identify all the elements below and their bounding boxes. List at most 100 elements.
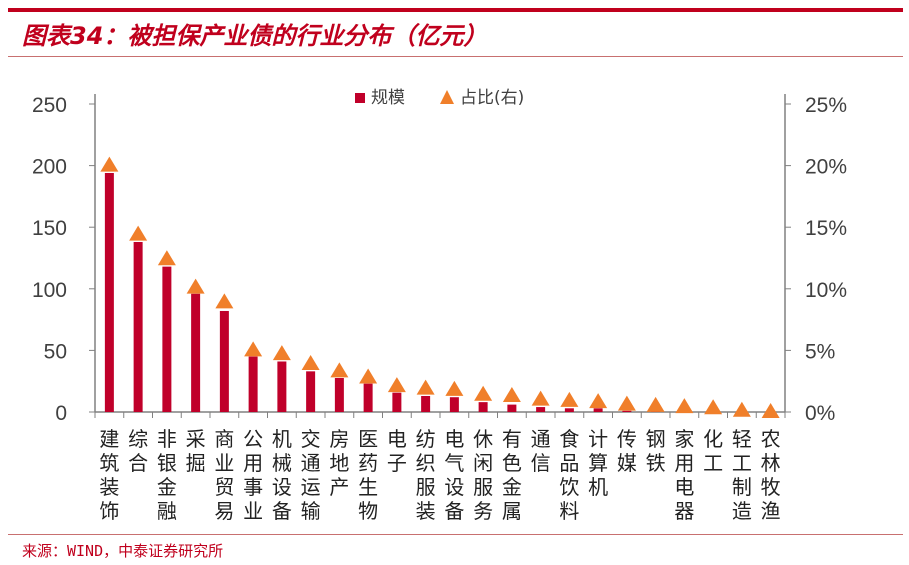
share-marker-钢铁 <box>646 396 665 412</box>
share-marker-轻工制造 <box>732 401 751 417</box>
x-category-label: 品 <box>559 451 579 475</box>
source-divider <box>8 534 903 535</box>
bar-交通运输 <box>306 371 316 412</box>
x-category-label: 牧 <box>761 475 781 499</box>
left-tick-label: 150 <box>32 217 67 240</box>
x-category-label: 采 <box>186 427 206 451</box>
x-category-label: 用 <box>243 451 263 475</box>
x-category-label: 纺 <box>416 427 436 451</box>
x-category-label: 电 <box>674 475 694 499</box>
x-category-label: 制 <box>732 475 752 499</box>
bar-非银金融 <box>162 266 172 412</box>
share-marker-机械设备 <box>272 345 291 361</box>
share-marker-计算机 <box>589 393 608 409</box>
x-category-label: 机 <box>588 475 608 499</box>
legend-swatch-share <box>440 90 454 104</box>
x-category-label: 有 <box>502 427 522 451</box>
x-category-label: 综 <box>128 427 148 451</box>
x-category-label: 融 <box>157 499 177 523</box>
x-category-label: 贸 <box>214 475 234 499</box>
x-category-label: 林 <box>761 451 781 475</box>
right-tick-label: 10% <box>805 279 847 302</box>
x-category-label: 机 <box>272 427 292 451</box>
bar-公用事业 <box>248 356 258 412</box>
share-marker-化工 <box>704 399 723 415</box>
bar-纺织服装 <box>421 395 431 412</box>
x-category-label: 服 <box>473 475 493 499</box>
share-marker-电子 <box>387 377 406 393</box>
x-category-label: 业 <box>214 451 234 475</box>
x-category-label: 饮 <box>559 475 579 499</box>
right-tick-label: 0% <box>805 402 835 425</box>
x-category-label: 休 <box>473 427 493 451</box>
x-category-label: 电 <box>444 427 464 451</box>
x-category-label: 事 <box>243 475 263 499</box>
x-category-label: 信 <box>531 451 551 475</box>
x-category-label: 饰 <box>99 499 119 523</box>
legend-label-scale: 规模 <box>371 88 405 108</box>
share-marker-采掘 <box>186 278 205 294</box>
share-marker-非银金融 <box>157 250 176 266</box>
share-marker-农林牧渔 <box>761 403 780 418</box>
bar-综合 <box>133 241 143 412</box>
x-category-label: 地 <box>329 451 349 475</box>
x-category-label: 业 <box>243 499 263 523</box>
x-category-label: 算 <box>588 451 608 475</box>
x-category-label: 交 <box>301 427 321 451</box>
x-category-label: 物 <box>358 499 378 523</box>
x-category-label: 闲 <box>473 451 493 475</box>
x-category-label: 医 <box>358 427 378 451</box>
share-marker-电气设备 <box>445 380 464 396</box>
x-category-label: 掘 <box>186 451 206 475</box>
x-category-label: 电 <box>387 427 407 451</box>
bar-食品饮料 <box>564 408 574 412</box>
x-category-label: 渔 <box>761 499 781 523</box>
x-category-label: 金 <box>157 475 177 499</box>
bar-建筑装饰 <box>104 172 114 412</box>
bar-通信 <box>536 407 546 412</box>
right-tick-label: 25% <box>805 94 847 117</box>
share-marker-传媒 <box>617 395 636 411</box>
share-marker-通信 <box>531 390 550 406</box>
share-marker-食品饮料 <box>560 391 579 407</box>
x-category-label: 械 <box>272 451 292 475</box>
left-tick-label: 0 <box>55 402 67 425</box>
x-category-label: 气 <box>444 451 464 475</box>
x-category-label: 非 <box>157 427 177 451</box>
share-marker-医药生物 <box>359 368 378 384</box>
bar-休闲服务 <box>478 402 488 412</box>
x-category-label: 备 <box>444 499 464 523</box>
chart-title: 图表34：被担保产业债的行业分布（亿元） <box>22 22 488 50</box>
legend-label-share: 占比(右) <box>460 88 524 108</box>
x-category-label: 药 <box>358 451 378 475</box>
x-category-label: 计 <box>588 427 608 451</box>
x-category-label: 装 <box>416 499 436 523</box>
x-category-label: 工 <box>703 451 723 475</box>
x-category-label: 铁 <box>646 451 666 475</box>
share-marker-纺织服装 <box>416 379 435 395</box>
x-category-label: 产 <box>329 475 349 499</box>
share-marker-有色金属 <box>502 386 521 402</box>
bar-房地产 <box>334 377 344 412</box>
x-category-label: 通 <box>531 427 551 451</box>
x-category-label: 造 <box>732 499 752 523</box>
x-category-label: 化 <box>703 427 723 451</box>
x-category-label: 子 <box>387 451 407 475</box>
x-category-label: 服 <box>416 475 436 499</box>
bar-电子 <box>392 392 402 412</box>
bar-有色金属 <box>507 404 517 412</box>
x-category-label: 合 <box>128 451 148 475</box>
bar-传媒 <box>622 410 632 412</box>
x-category-label: 轻 <box>732 427 752 451</box>
right-tick-label: 15% <box>805 217 847 240</box>
x-category-label: 用 <box>674 451 694 475</box>
share-marker-商业贸易 <box>215 293 234 309</box>
x-category-label: 装 <box>99 475 119 499</box>
x-category-label: 筑 <box>99 451 119 475</box>
bar-机械设备 <box>277 361 287 412</box>
x-category-label: 农 <box>761 427 781 451</box>
share-marker-建筑装饰 <box>100 156 119 172</box>
x-category-label: 家 <box>674 427 694 451</box>
x-category-label: 建 <box>99 427 119 451</box>
